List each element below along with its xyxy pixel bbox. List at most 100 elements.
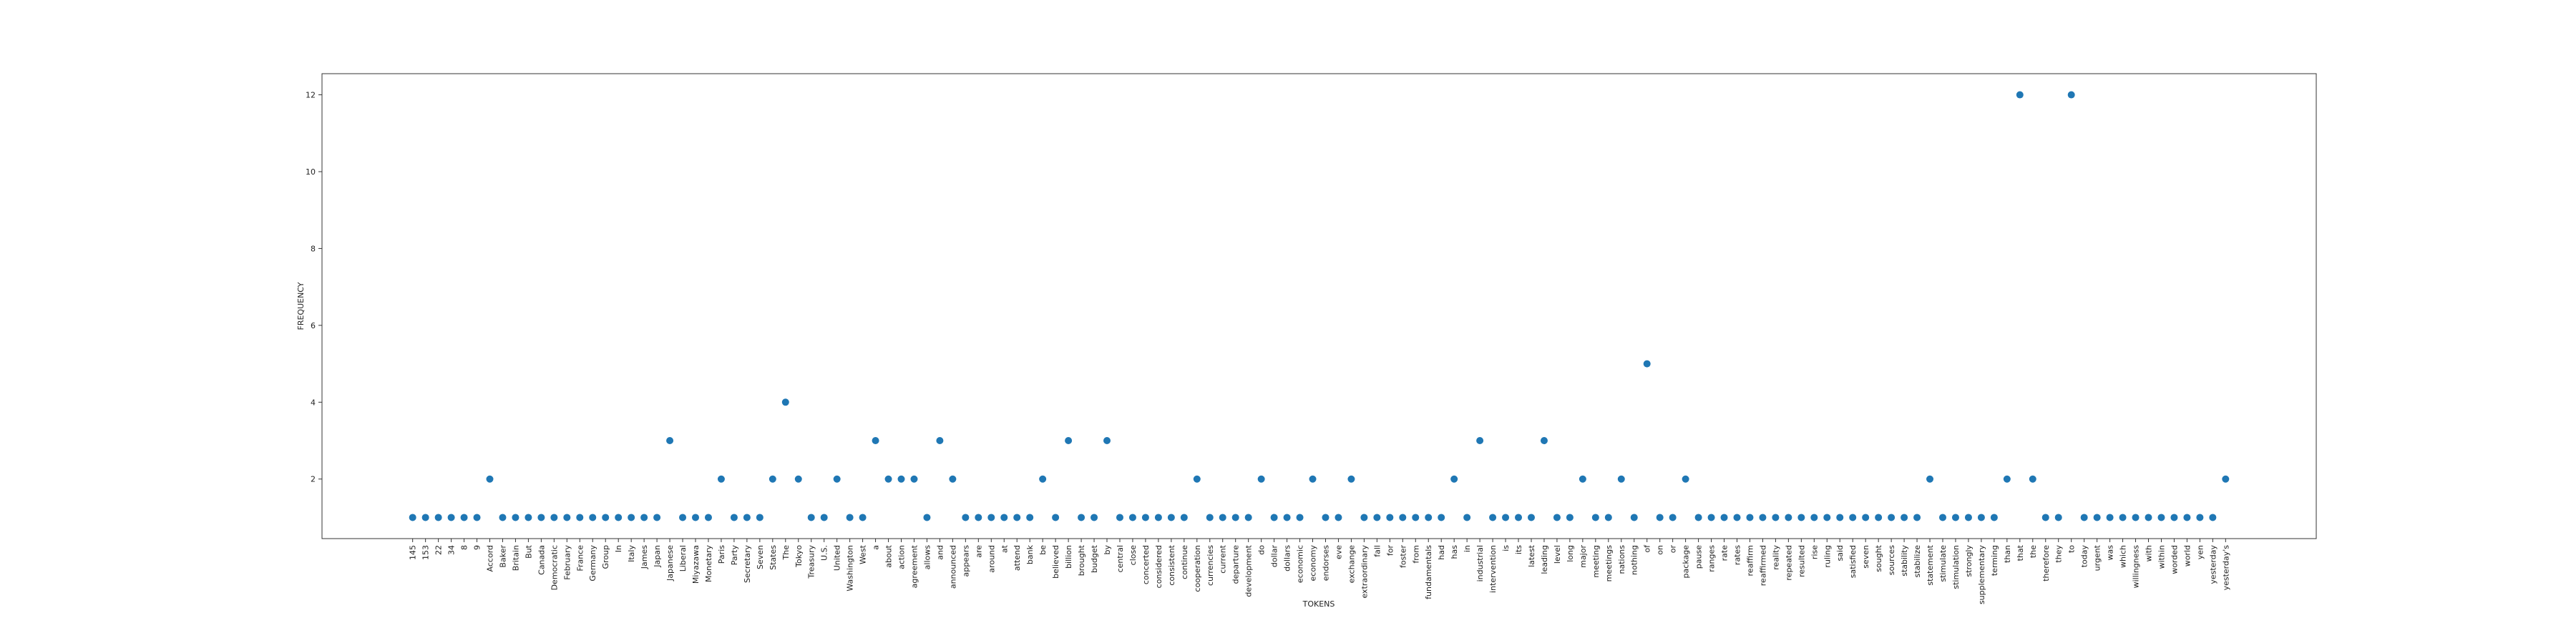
x-tick-label: stimulate	[1938, 545, 1948, 582]
x-tick-label: today	[2080, 545, 2089, 568]
x-tick-label: West	[859, 544, 868, 564]
x-tick-label: ranges	[1707, 545, 1717, 572]
x-tick-label: strongly	[1964, 545, 1974, 577]
point	[2080, 514, 2088, 521]
point	[1694, 514, 1702, 521]
point	[434, 514, 442, 521]
x-tick-label: believed	[1051, 545, 1060, 579]
x-tick-label: that	[2016, 544, 2025, 561]
point	[499, 514, 507, 521]
x-tick-label: Seven	[756, 545, 765, 569]
x-tick-label: 145	[409, 545, 418, 560]
x-tick-label: Monetary	[704, 545, 713, 583]
point	[1116, 514, 1123, 521]
point	[2119, 514, 2127, 521]
point	[447, 514, 455, 521]
point	[473, 514, 481, 521]
x-tick-label: nations	[1617, 545, 1626, 574]
x-tick-label: long	[1566, 545, 1575, 562]
point	[1322, 514, 1330, 521]
point	[1540, 437, 1548, 445]
point	[1951, 514, 1959, 521]
point	[1772, 514, 1780, 521]
x-tick-label: rates	[1732, 545, 1742, 565]
x-tick-label: rate	[1720, 545, 1729, 561]
point	[1913, 514, 1921, 521]
x-tick-label: rise	[1810, 545, 1819, 559]
x-tick-label: Japanese	[665, 545, 675, 582]
x-tick-label: budget	[1090, 544, 1099, 573]
x-tick-label: fundamentals	[1424, 545, 1433, 599]
point	[615, 514, 623, 521]
x-tick-label: and	[935, 545, 945, 560]
x-tick-label: United	[833, 545, 842, 571]
point	[1720, 514, 1728, 521]
point	[1901, 514, 1908, 521]
x-tick-label: development	[1244, 544, 1254, 597]
point	[2093, 514, 2101, 521]
point	[1707, 514, 1715, 521]
x-tick-label: be	[1038, 545, 1048, 555]
x-tick-label: But	[524, 544, 533, 559]
x-tick-label: package	[1682, 545, 1691, 579]
point	[743, 514, 751, 521]
point	[1938, 514, 1946, 521]
point	[486, 475, 494, 483]
point	[1013, 514, 1021, 521]
y-tick-label: 12	[306, 91, 316, 100]
point	[1219, 514, 1226, 521]
point	[1823, 514, 1831, 521]
point	[1154, 514, 1162, 521]
point	[1656, 514, 1664, 521]
point	[1128, 514, 1136, 521]
point	[1977, 514, 1985, 521]
x-tick-label: at	[1000, 544, 1009, 553]
point	[1091, 514, 1098, 521]
point	[1335, 514, 1342, 521]
point	[1231, 514, 1239, 521]
x-tick-label: James	[640, 545, 649, 569]
x-tick-label: 153	[421, 545, 431, 560]
point	[2003, 475, 2011, 483]
x-tick-label: they	[2054, 545, 2064, 563]
point	[923, 514, 931, 521]
point	[859, 514, 867, 521]
point	[2054, 514, 2062, 521]
x-tick-label: by	[1103, 545, 1112, 555]
point	[1296, 514, 1304, 521]
point	[1065, 437, 1073, 445]
x-tick-label: currencies	[1206, 545, 1215, 586]
x-tick-label: with	[2145, 545, 2154, 561]
point	[1476, 437, 1484, 445]
point	[2067, 91, 2075, 99]
x-tick-label: U.S.	[820, 545, 829, 561]
x-tick-label: therefore	[2041, 545, 2051, 582]
point	[807, 514, 815, 521]
x-tick-label: stabilize	[1913, 545, 1922, 578]
x-tick-label: reality	[1771, 545, 1780, 570]
x-tick-label: Tokyo	[794, 545, 804, 568]
point	[2016, 91, 2024, 99]
x-tick-label: within	[2157, 545, 2166, 569]
point	[794, 475, 802, 483]
point	[1617, 475, 1625, 483]
x-tick-label: continue	[1180, 545, 1189, 579]
point	[2183, 514, 2191, 521]
point	[820, 514, 828, 521]
x-tick-label: central	[1116, 545, 1125, 572]
x-tick-label: sought	[1874, 544, 1883, 572]
point	[460, 514, 468, 521]
point	[1810, 514, 1818, 521]
x-tick-label: cooperation	[1193, 545, 1202, 592]
x-tick-label: satisfied	[1848, 545, 1858, 578]
x-tick-label: Washington	[846, 545, 855, 592]
point	[1926, 475, 1934, 483]
x-tick-label: nothing	[1630, 545, 1639, 575]
x-tick-label: In	[614, 545, 623, 552]
point	[2222, 475, 2230, 483]
x-tick-label: endorses	[1321, 545, 1330, 581]
x-tick-label: had	[1437, 545, 1446, 560]
x-tick-label: terming	[1990, 545, 1999, 576]
point	[1026, 514, 1034, 521]
